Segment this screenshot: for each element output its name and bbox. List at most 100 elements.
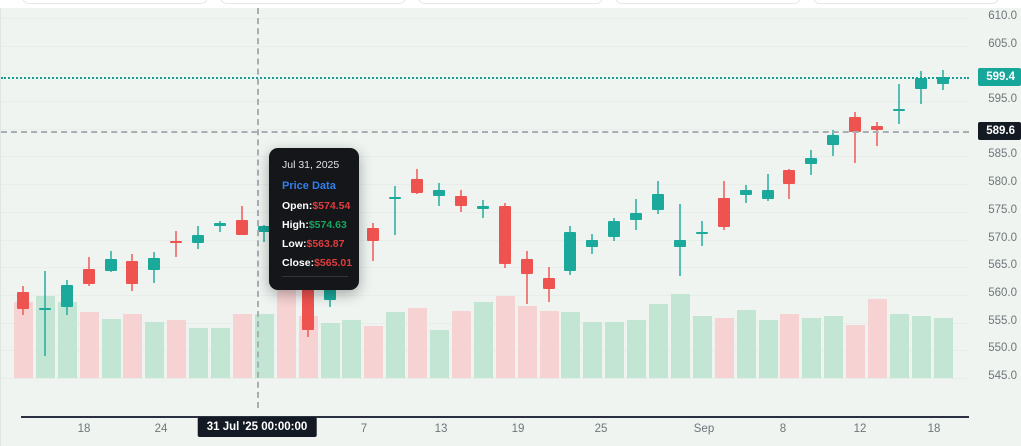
candle-body[interactable] <box>696 231 708 234</box>
stat-card[interactable] <box>417 0 604 4</box>
candle-body[interactable] <box>805 157 817 165</box>
volume-bar[interactable] <box>188 328 208 378</box>
volume-bar[interactable] <box>560 312 580 378</box>
stat-card[interactable] <box>615 0 802 4</box>
volume-bar[interactable] <box>495 296 515 378</box>
volume-bar[interactable] <box>889 314 909 378</box>
volume-bar[interactable] <box>845 325 865 378</box>
volume-bar[interactable] <box>144 322 164 378</box>
candle-body[interactable] <box>499 206 511 264</box>
candle-body[interactable] <box>455 195 467 207</box>
y-axis-tick-label: 565.0 <box>988 259 1017 272</box>
candle-body[interactable] <box>674 239 686 248</box>
candle-body[interactable] <box>105 258 117 271</box>
chart-panel[interactable]: 610.0 605.0 595.0 585.0 580.0 575.0 570.0 565.0… <box>0 8 1021 446</box>
volume-bar[interactable] <box>57 302 77 378</box>
candle-body[interactable] <box>477 206 489 210</box>
volume-bar[interactable] <box>539 311 559 378</box>
candle-body[interactable] <box>258 226 270 232</box>
volume-bar[interactable] <box>276 287 296 378</box>
stat-card[interactable] <box>219 0 406 4</box>
volume-bar[interactable] <box>232 314 252 378</box>
volume-bar[interactable] <box>363 326 383 378</box>
volume-bar[interactable] <box>758 320 778 378</box>
candle-body[interactable] <box>915 77 927 89</box>
volume-bar[interactable] <box>779 314 799 378</box>
gridline <box>1 294 969 296</box>
candle-body[interactable] <box>214 223 226 227</box>
y-axis[interactable]: 610.0 605.0 595.0 585.0 580.0 575.0 570.0 565.0… <box>968 8 1021 446</box>
volume-bar[interactable] <box>692 316 712 378</box>
candle-body[interactable] <box>586 239 598 247</box>
y-axis-tick-label: 555.0 <box>988 314 1017 327</box>
volume-bar[interactable] <box>933 318 953 378</box>
candle-body[interactable] <box>783 170 795 185</box>
volume-bar[interactable] <box>714 318 734 378</box>
volume-bar[interactable] <box>429 330 449 378</box>
candle-body[interactable] <box>521 259 533 275</box>
volume-bar[interactable] <box>101 319 121 378</box>
volume-bar[interactable] <box>254 314 274 378</box>
volume-bar[interactable] <box>648 304 668 378</box>
candle-body[interactable] <box>39 307 51 310</box>
candle-body[interactable] <box>61 284 73 308</box>
candle-body[interactable] <box>236 219 248 235</box>
candle-body[interactable] <box>871 126 883 131</box>
volume-bar[interactable] <box>407 308 427 378</box>
tooltip-row: Open:$574.54 <box>282 200 350 212</box>
candle-body[interactable] <box>827 135 839 146</box>
candle-wick <box>175 231 177 258</box>
candle-body[interactable] <box>170 240 182 243</box>
candle-body[interactable] <box>740 189 752 195</box>
candle-body[interactable] <box>543 278 555 290</box>
volume-bar[interactable] <box>582 322 602 378</box>
volume-bar[interactable] <box>867 299 887 378</box>
plot-area[interactable] <box>1 8 969 408</box>
candle-body[interactable] <box>718 198 730 228</box>
volume-bar[interactable] <box>911 316 931 378</box>
volume-bar[interactable] <box>122 314 142 378</box>
volume-bar[interactable] <box>670 294 690 378</box>
volume-bar[interactable] <box>626 320 646 378</box>
volume-bar[interactable] <box>13 302 33 378</box>
candle-body[interactable] <box>608 221 620 238</box>
volume-bar[interactable] <box>166 320 186 378</box>
candle-body[interactable] <box>893 108 905 111</box>
candle-body[interactable] <box>17 291 29 310</box>
candle-body[interactable] <box>367 227 379 241</box>
candle-body[interactable] <box>762 190 774 199</box>
candle-body[interactable] <box>411 179 423 193</box>
stat-card[interactable] <box>22 0 208 4</box>
candle-body[interactable] <box>126 260 138 285</box>
volume-bar[interactable] <box>823 316 843 378</box>
crosshair-price-badge[interactable]: 589.6 <box>978 121 1021 140</box>
volume-bar[interactable] <box>473 302 493 378</box>
volume-bar[interactable] <box>79 312 99 378</box>
stat-card[interactable] <box>813 0 999 4</box>
candle-body[interactable] <box>83 269 95 285</box>
volume-bar[interactable] <box>341 320 361 378</box>
candle-body[interactable] <box>389 196 401 200</box>
volume-bar[interactable] <box>801 318 821 378</box>
candle-wick <box>898 84 900 124</box>
volume-bar[interactable] <box>210 328 230 378</box>
candle-body[interactable] <box>652 193 664 210</box>
current-price-badge[interactable]: 599.4 <box>978 67 1021 86</box>
candle-body[interactable] <box>192 234 204 244</box>
volume-bar[interactable] <box>736 310 756 378</box>
crosshair-time-badge[interactable]: 31 Jul '25 00:00:00 <box>197 417 317 437</box>
candle-body[interactable] <box>148 258 160 270</box>
candle-body[interactable] <box>849 116 861 132</box>
volume-bar[interactable] <box>604 322 624 378</box>
volume-bar[interactable] <box>320 323 340 378</box>
gridline <box>1 45 969 47</box>
volume-bar[interactable] <box>517 306 537 378</box>
candle-body[interactable] <box>302 280 314 330</box>
volume-bar[interactable] <box>298 316 318 378</box>
candle-body[interactable] <box>630 212 642 221</box>
candle-body[interactable] <box>564 231 576 271</box>
candle-body[interactable] <box>937 76 949 85</box>
volume-bar[interactable] <box>385 312 405 378</box>
volume-bar[interactable] <box>451 311 471 378</box>
candle-body[interactable] <box>433 189 445 196</box>
